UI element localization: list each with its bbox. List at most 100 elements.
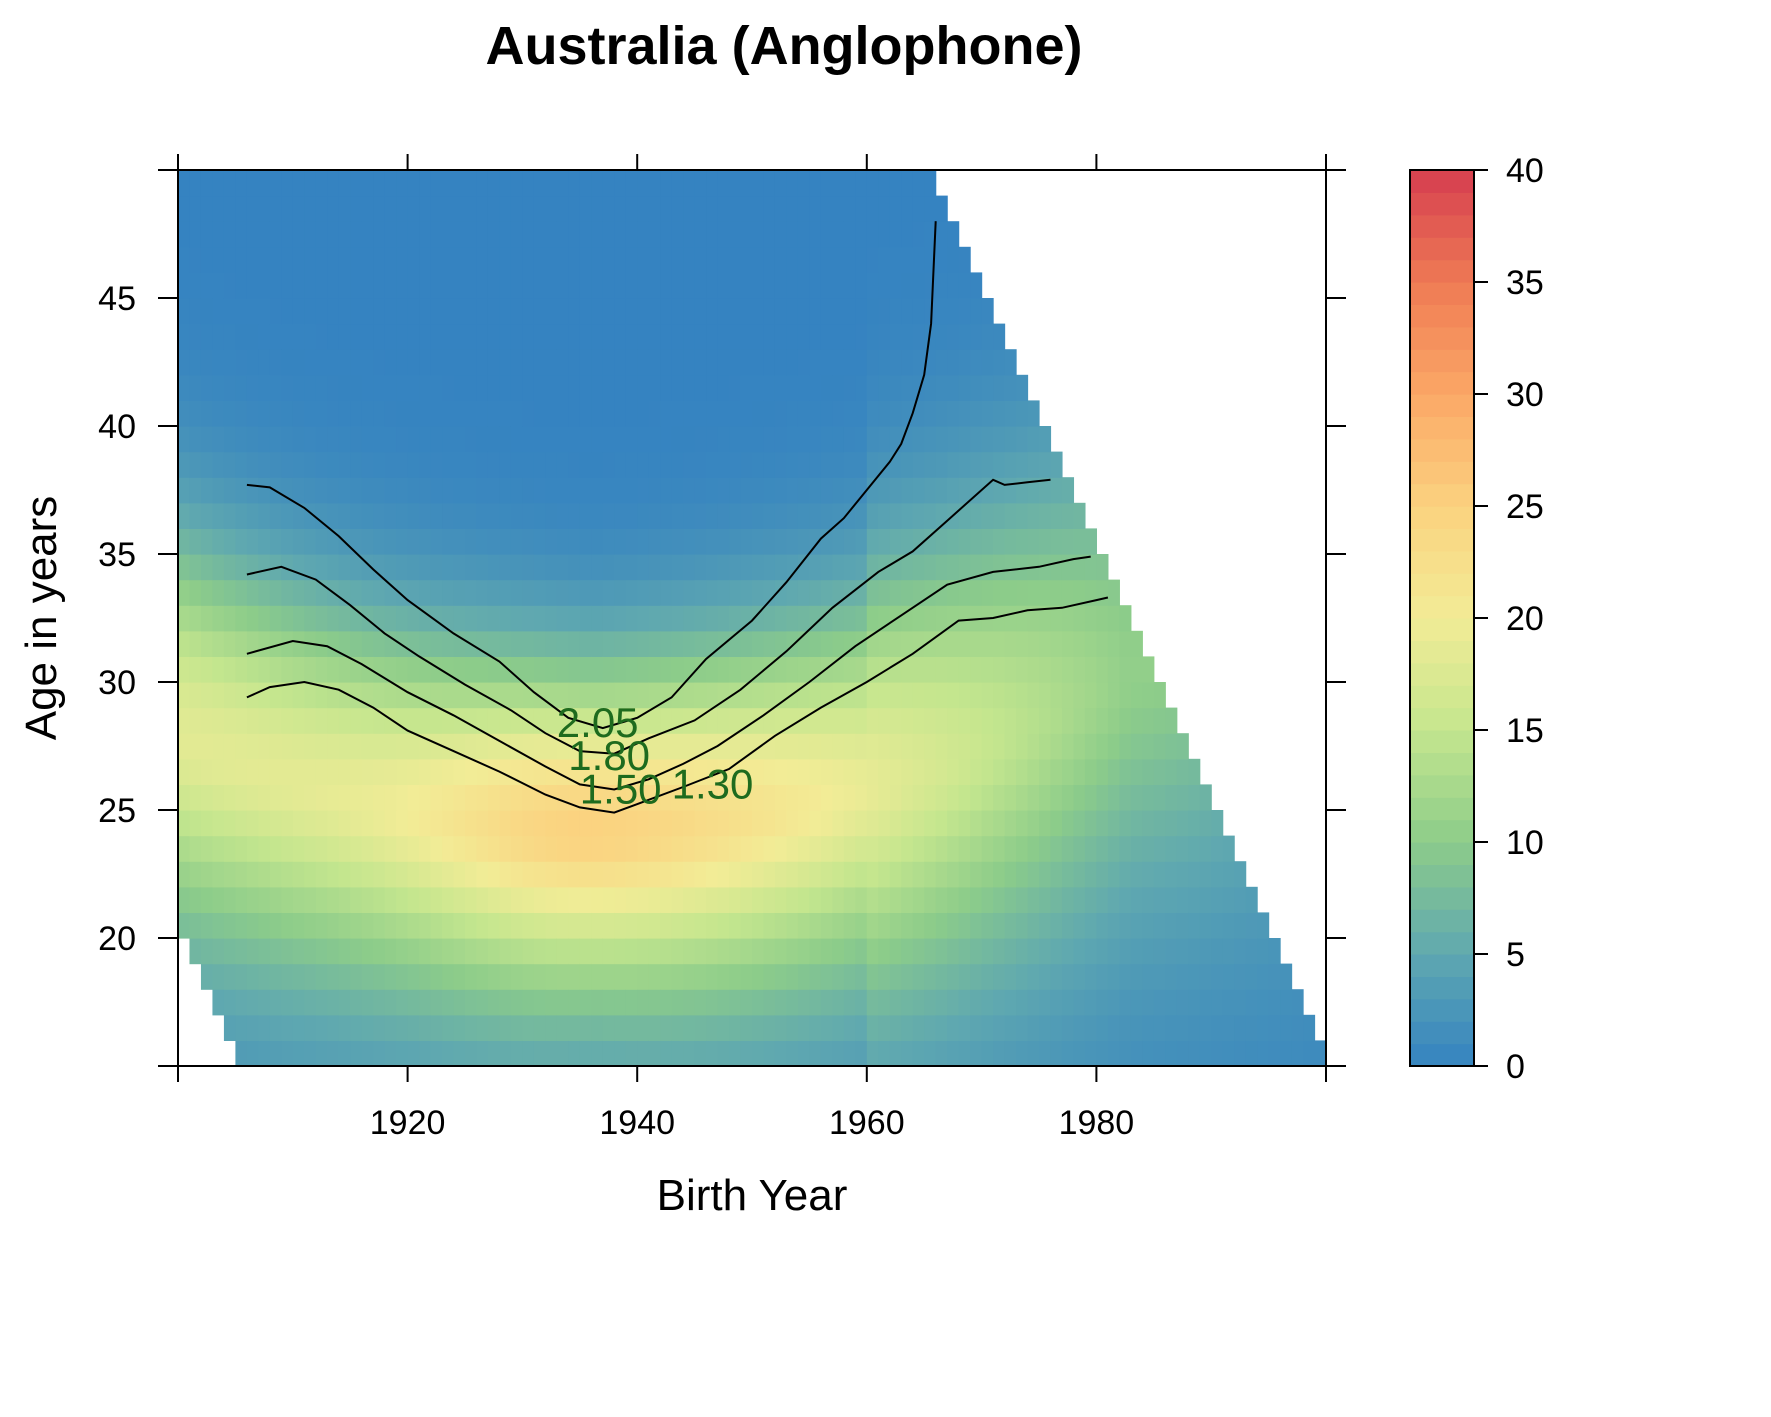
heat-cell xyxy=(1096,784,1109,811)
heat-cell xyxy=(327,912,340,939)
heat-cell xyxy=(178,502,191,529)
heat-cell xyxy=(683,912,696,939)
heat-cell xyxy=(384,502,397,529)
heat-cell xyxy=(648,221,661,248)
heat-cell xyxy=(993,502,1006,529)
heat-cell xyxy=(924,502,937,529)
heat-cell xyxy=(258,912,271,939)
heat-cell xyxy=(407,810,420,837)
heat-cell xyxy=(1027,528,1040,555)
heat-cell xyxy=(384,989,397,1016)
heat-cell xyxy=(1096,886,1109,913)
heat-cell xyxy=(671,272,684,299)
heat-cell xyxy=(1039,989,1052,1016)
heat-cell xyxy=(1096,938,1109,965)
heat-cell xyxy=(717,656,730,683)
heat-cell xyxy=(843,630,856,657)
heat-cell xyxy=(361,963,374,990)
heat-cell xyxy=(774,400,788,427)
heat-cell xyxy=(223,477,236,504)
heat-cell xyxy=(774,630,788,657)
heat-cell xyxy=(281,502,294,529)
heat-cell xyxy=(591,630,604,657)
heat-cell xyxy=(327,1040,340,1066)
heat-cell xyxy=(1084,963,1097,990)
heat-cell xyxy=(935,579,948,606)
heat-cell xyxy=(556,963,569,990)
heat-cell xyxy=(591,784,604,811)
heat-cell xyxy=(947,246,960,273)
heat-cell xyxy=(706,912,719,939)
heat-cell xyxy=(292,963,305,990)
heat-cell xyxy=(579,400,592,427)
heat-cell xyxy=(1211,886,1224,913)
heat-cell xyxy=(430,912,443,939)
heat-cell xyxy=(1268,963,1281,990)
heat-cell xyxy=(212,630,225,657)
heat-cell xyxy=(579,349,592,376)
heat-cell xyxy=(901,579,914,606)
heat-cell xyxy=(304,195,317,222)
heat-cell xyxy=(200,810,214,837)
heat-cell xyxy=(533,221,546,248)
heat-cell xyxy=(763,554,776,581)
heat-cell xyxy=(809,912,822,939)
heat-cell xyxy=(958,733,971,760)
heat-cell xyxy=(866,528,879,555)
heat-cell xyxy=(373,938,386,965)
heat-cell xyxy=(223,886,236,913)
heat-cell xyxy=(1176,810,1189,837)
heat-cell xyxy=(843,477,856,504)
heat-cell xyxy=(614,605,627,632)
heat-cell xyxy=(304,170,317,197)
heat-cell xyxy=(683,246,696,273)
heat-cell xyxy=(499,426,512,453)
heat-cell xyxy=(212,707,225,734)
heat-cell xyxy=(545,861,558,888)
heat-cell xyxy=(396,477,409,504)
heat-cell xyxy=(1084,605,1097,632)
heat-cell xyxy=(1222,835,1235,862)
heat-cell xyxy=(797,810,810,837)
heat-cell xyxy=(832,272,845,299)
heat-cell xyxy=(1245,1040,1258,1066)
heat-cell xyxy=(752,477,765,504)
heat-cell xyxy=(637,451,650,478)
heat-cell xyxy=(1050,912,1063,939)
heat-cell xyxy=(235,886,248,913)
heat-cell xyxy=(637,349,650,376)
heat-cell xyxy=(786,246,799,273)
heat-cell xyxy=(970,912,983,939)
heat-cell xyxy=(1176,784,1189,811)
heat-cell xyxy=(993,912,1006,939)
heat-cell xyxy=(843,170,856,197)
heat-cell xyxy=(786,810,799,837)
heat-cell xyxy=(396,298,409,325)
heat-cell xyxy=(292,400,305,427)
heat-cell xyxy=(671,298,684,325)
heat-cell xyxy=(740,477,753,504)
heat-cell xyxy=(947,272,960,299)
heat-cell xyxy=(671,835,684,862)
heat-cell xyxy=(350,528,363,555)
heat-cell xyxy=(958,374,971,401)
heat-cell xyxy=(533,656,546,683)
heat-cell xyxy=(614,784,627,811)
heat-cell xyxy=(1107,758,1120,785)
heat-cell xyxy=(292,554,305,581)
heat-cell xyxy=(786,298,799,325)
heat-cell xyxy=(556,861,569,888)
heat-cell xyxy=(212,221,225,248)
heat-cell xyxy=(178,656,191,683)
heat-cell xyxy=(935,733,948,760)
heat-cell xyxy=(487,170,501,197)
heat-cell xyxy=(602,1040,615,1066)
heat-cell xyxy=(763,682,776,709)
heat-cell xyxy=(246,707,259,734)
colorbar-tick-label: 10 xyxy=(1506,824,1544,862)
heat-cell xyxy=(407,886,420,913)
heat-cell xyxy=(683,349,696,376)
heat-cell xyxy=(430,758,443,785)
heat-cell xyxy=(878,963,891,990)
